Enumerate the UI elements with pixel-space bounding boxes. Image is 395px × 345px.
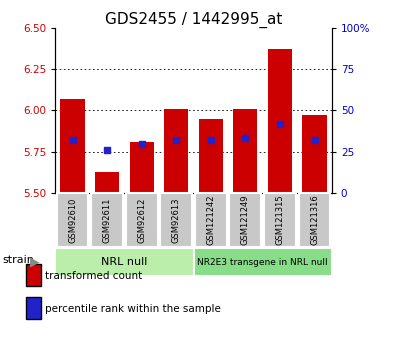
Point (277, 121, 283, 126)
Text: GSM92613: GSM92613 (172, 197, 181, 243)
Text: GSM92612: GSM92612 (137, 197, 146, 243)
FancyBboxPatch shape (195, 193, 227, 247)
FancyBboxPatch shape (57, 193, 88, 247)
Point (208, 137, 214, 143)
Text: NRL null: NRL null (101, 257, 148, 267)
Bar (199, 119, 223, 193)
Point (311, 137, 318, 143)
Text: percentile rank within the sample: percentile rank within the sample (45, 304, 221, 314)
Bar (60, 99, 85, 193)
Text: strain: strain (2, 256, 34, 265)
Text: ▶: ▶ (30, 255, 39, 268)
Bar (95, 172, 119, 193)
Title: GDS2455 / 1442995_at: GDS2455 / 1442995_at (105, 11, 282, 28)
Point (139, 141, 145, 146)
Text: GSM121315: GSM121315 (275, 195, 284, 245)
FancyBboxPatch shape (126, 193, 158, 247)
Text: transformed count: transformed count (45, 271, 143, 281)
Text: GSM121316: GSM121316 (310, 195, 319, 245)
Bar (130, 142, 154, 193)
Text: GSM121242: GSM121242 (206, 195, 215, 245)
Point (104, 147, 110, 153)
Text: GSM92610: GSM92610 (68, 197, 77, 243)
Point (242, 135, 248, 140)
FancyBboxPatch shape (299, 193, 330, 247)
Bar (268, 49, 292, 193)
FancyBboxPatch shape (194, 248, 332, 276)
FancyBboxPatch shape (264, 193, 296, 247)
Bar (164, 109, 188, 193)
Text: GSM121249: GSM121249 (241, 195, 250, 245)
Bar (233, 109, 258, 193)
Bar (303, 115, 327, 193)
Text: NR2E3 transgene in NRL null: NR2E3 transgene in NRL null (198, 258, 328, 267)
FancyBboxPatch shape (229, 193, 261, 247)
Point (173, 137, 179, 143)
FancyBboxPatch shape (55, 248, 194, 276)
Text: GSM92611: GSM92611 (103, 197, 112, 243)
FancyBboxPatch shape (160, 193, 192, 247)
Point (70, 137, 76, 143)
FancyBboxPatch shape (91, 193, 123, 247)
